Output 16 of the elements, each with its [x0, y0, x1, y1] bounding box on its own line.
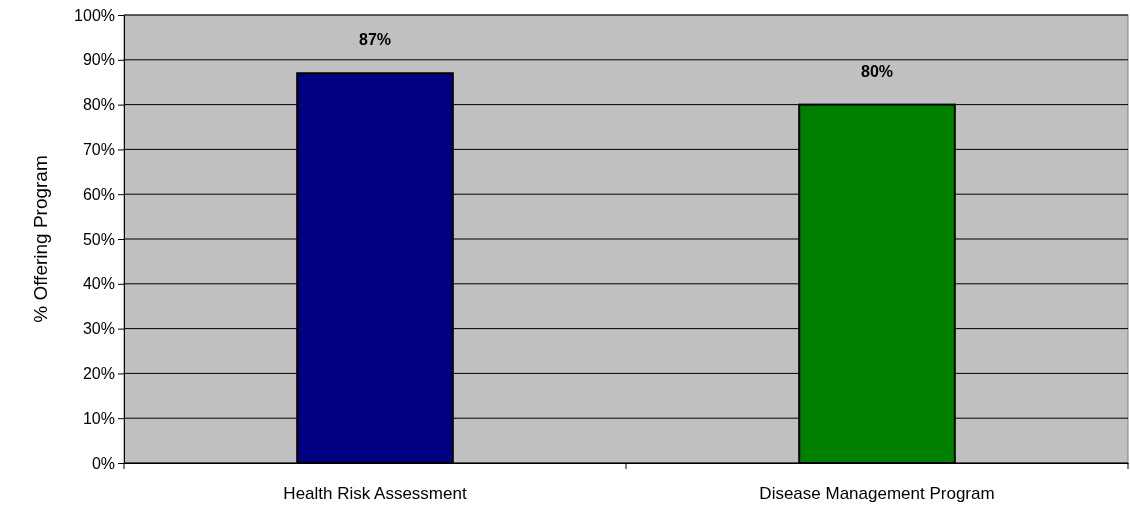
y-tick-label: 50%: [82, 230, 115, 248]
x-tick-label: Disease Management Program: [759, 484, 995, 504]
data-label: 80%: [860, 62, 894, 80]
y-tick-label: 10%: [82, 409, 115, 427]
y-tick-label: 70%: [82, 141, 115, 159]
y-tick-label: 90%: [82, 51, 115, 69]
x-tick-label: Health Risk Assessment: [283, 484, 467, 504]
y-tick-label: 60%: [82, 185, 115, 203]
y-tick-label: 20%: [82, 365, 115, 383]
y-tick-label: 0%: [91, 454, 115, 472]
data-label: 87%: [358, 31, 392, 49]
y-tick-label: 80%: [82, 96, 115, 114]
y-axis-title: % Offering Program: [30, 155, 51, 323]
y-tick-label: 40%: [82, 275, 115, 293]
y-tick-label: 100%: [74, 6, 115, 24]
y-tick-label: 30%: [82, 320, 115, 338]
